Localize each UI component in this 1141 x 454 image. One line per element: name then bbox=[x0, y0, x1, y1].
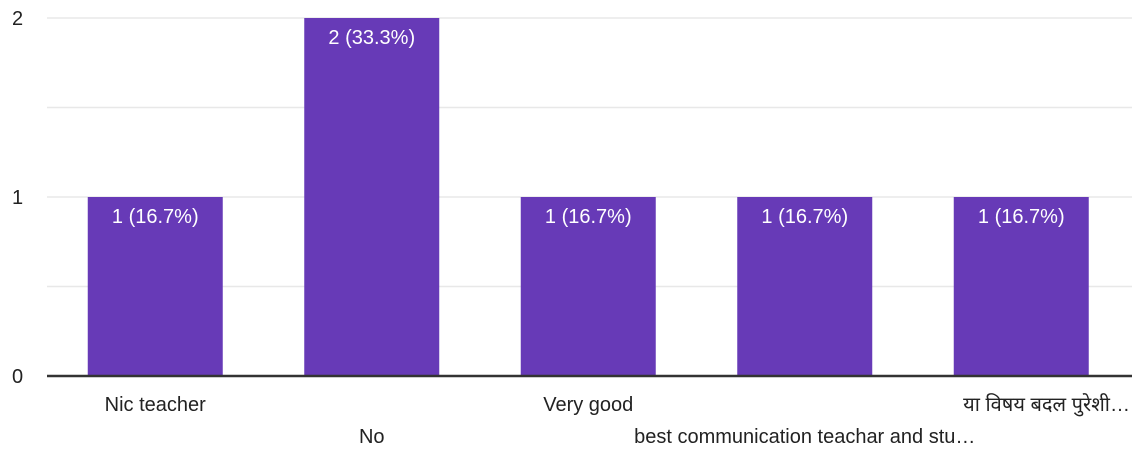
data-label: 1 (16.7%) bbox=[978, 206, 1065, 228]
bar bbox=[953, 197, 1089, 376]
data-label: 1 (16.7%) bbox=[545, 206, 632, 228]
data-label: 1 (16.7%) bbox=[112, 206, 199, 228]
x-tick-label: Nic teacher bbox=[105, 394, 206, 416]
bar bbox=[87, 197, 223, 376]
labels: 1 (16.7%) 2 (33.3%) 1 (16.7%) 1 (16.7%) 1 (1… bbox=[12, 8, 1130, 448]
x-tick-label: या विषय बदल पुरेशी… bbox=[963, 393, 1130, 417]
bars bbox=[87, 18, 1089, 376]
data-label: 2 (33.3%) bbox=[328, 27, 415, 49]
x-tick-label: best communication teachar and stu… bbox=[634, 426, 975, 448]
x-tick-label: Very good bbox=[543, 394, 633, 416]
y-tick-label: 0 bbox=[12, 366, 23, 388]
bar bbox=[304, 18, 440, 376]
bar bbox=[737, 197, 873, 376]
bar bbox=[520, 197, 656, 376]
y-tick-label: 2 bbox=[12, 8, 23, 30]
x-tick-label: No bbox=[359, 426, 385, 448]
y-tick-label: 1 bbox=[12, 187, 23, 209]
data-label: 1 (16.7%) bbox=[761, 206, 848, 228]
